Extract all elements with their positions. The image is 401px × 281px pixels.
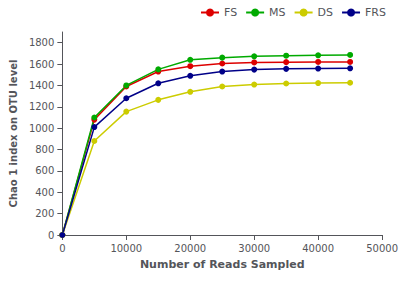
svg-text:0: 0 [59,243,65,254]
svg-text:Chao 1 index on OTU level: Chao 1 index on OTU level [8,60,19,208]
svg-text:30000: 30000 [238,243,270,254]
svg-text:40000: 40000 [302,243,334,254]
svg-text:1600: 1600 [29,59,54,70]
svg-text:800: 800 [35,144,54,155]
svg-text:1400: 1400 [29,80,54,91]
svg-text:FS: FS [224,6,237,19]
svg-text:400: 400 [35,187,54,198]
svg-text:1000: 1000 [29,123,54,134]
svg-text:200: 200 [35,208,54,219]
svg-text:0: 0 [48,230,54,241]
svg-text:1800: 1800 [29,37,54,48]
svg-text:FRS: FRS [365,6,386,19]
svg-text:Number of Reads Sampled: Number of Reads Sampled [140,258,305,271]
svg-text:MS: MS [269,6,285,19]
svg-text:600: 600 [35,165,54,176]
svg-text:1200: 1200 [29,101,54,112]
svg-text:50000: 50000 [366,243,398,254]
svg-text:DS: DS [318,6,333,19]
svg-text:10000: 10000 [110,243,142,254]
svg-text:20000: 20000 [174,243,206,254]
